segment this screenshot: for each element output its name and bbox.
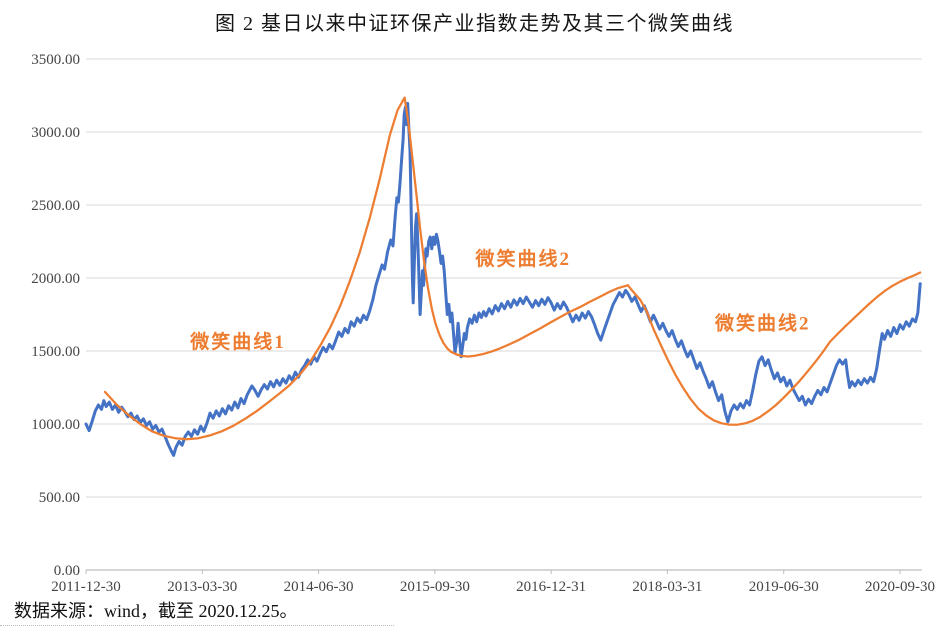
x-axis-label: 2020-09-30	[865, 579, 935, 595]
chart-title: 图 2 基日以来中证环保产业指数走势及其三个微笑曲线	[215, 13, 734, 35]
x-axis-label: 2015-09-30	[400, 579, 470, 595]
y-axis-label: 2500.00	[31, 198, 80, 214]
y-axis-label: 0.00	[54, 563, 80, 579]
smile-curve-series	[103, 96, 406, 441]
y-axis-label: 3000.00	[31, 125, 80, 141]
x-axis-label: 2014-06-30	[284, 579, 354, 595]
x-axis-label: 2013-03-30	[167, 579, 237, 595]
x-axis-label: 2018-03-31	[632, 579, 702, 595]
smile-curve-annotation: 微笑曲线2	[474, 247, 571, 270]
smile-curve-annotation: 微笑曲线2	[714, 311, 811, 334]
y-axis-label: 2000.00	[31, 271, 80, 287]
index-line-series	[84, 102, 922, 457]
y-axis-label: 500.00	[39, 490, 80, 506]
source-note: 数据来源：wind，截至 2020.12.25。	[14, 601, 298, 621]
y-axis-label: 1500.00	[31, 344, 80, 360]
smile-curve-series	[626, 271, 922, 426]
x-axis-label: 2016-12-31	[516, 579, 586, 595]
y-axis-label: 3500.00	[31, 52, 80, 68]
smile-curve-series	[403, 96, 630, 358]
y-axis-label: 1000.00	[31, 417, 80, 433]
bottom-divider	[0, 625, 394, 626]
smile-curve-annotation: 微笑曲线1	[189, 330, 286, 353]
x-axis-label: 2019-06-30	[749, 579, 819, 595]
x-axis-label: 2011-12-30	[51, 579, 120, 595]
